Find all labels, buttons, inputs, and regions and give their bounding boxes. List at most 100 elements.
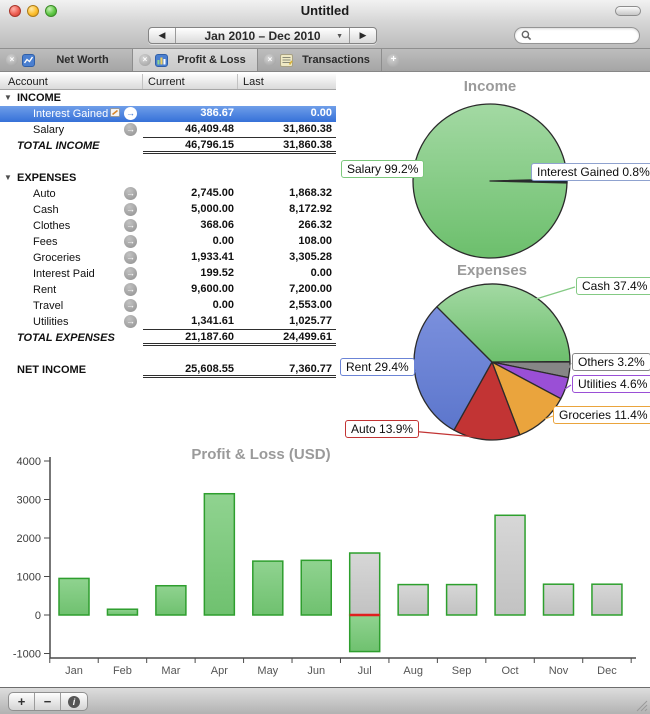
search-field[interactable] (514, 27, 640, 44)
add-account-button[interactable]: + (9, 693, 35, 710)
tab-label: Net Worth (56, 54, 109, 66)
y-tick-label: 0 (35, 610, 41, 622)
next-period-button[interactable]: ▶ (349, 28, 376, 43)
table-row-fees[interactable]: Fees → 0.00 108.00 (0, 234, 336, 250)
close-tab-icon[interactable]: × (139, 54, 151, 66)
tab-net-worth[interactable]: × Net Worth (0, 49, 133, 71)
bar-feb[interactable] (106, 608, 139, 616)
close-window-button[interactable] (9, 5, 21, 17)
bar-sep-projected[interactable] (445, 583, 478, 616)
row-label: Rent (33, 284, 57, 296)
x-tick-label: Mar (161, 665, 180, 677)
table-spacer-row (0, 346, 336, 362)
search-input[interactable] (532, 29, 639, 42)
row-detail-arrow[interactable]: → (124, 219, 137, 232)
window-controls (9, 5, 57, 17)
row-label: TOTAL EXPENSES (17, 332, 115, 344)
disclosure-triangle-icon[interactable]: ▼ (4, 93, 12, 102)
account-name: Rent → (0, 282, 143, 298)
bar-jun[interactable] (300, 559, 332, 616)
tab-profit-and-loss[interactable]: × Profit & Loss (133, 49, 258, 71)
account-actions: + − i (8, 692, 88, 711)
bar-aug-projected[interactable] (397, 583, 429, 616)
x-tick-label: Aug (403, 665, 423, 677)
close-tab-icon[interactable]: × (264, 54, 276, 66)
table-row-utilities[interactable]: Utilities → 1,341.61 1,025.77 (0, 314, 336, 330)
column-header-current[interactable]: Current (143, 74, 238, 89)
row-label: Utilities (33, 316, 69, 328)
close-tab-icon[interactable]: × (6, 54, 18, 66)
report-content: 4000 3000 2000 1000 0 -1000 Jan Feb Mar Apr May Jun… (0, 72, 650, 687)
column-header-account[interactable]: Account (0, 74, 143, 89)
row-detail-arrow[interactable]: → (124, 235, 137, 248)
account-name: Salary → (0, 122, 143, 138)
table-row-travel[interactable]: Travel → 0.00 2,553.00 (0, 298, 336, 314)
bar-oct-projected[interactable] (494, 514, 526, 616)
bar-jul[interactable] (348, 614, 381, 653)
pie-slice-cash[interactable] (436, 283, 571, 363)
disclosure-triangle-icon[interactable]: ▼ (4, 173, 12, 182)
table-row-auto[interactable]: Auto → 2,745.00 1,868.32 (0, 186, 336, 202)
bar-apr[interactable] (203, 492, 236, 616)
last-value: 1,025.77 (238, 314, 336, 330)
zoom-window-button[interactable] (45, 5, 57, 17)
pie-leader-line (544, 415, 554, 420)
resize-grip[interactable] (634, 698, 648, 712)
profit-loss-chart-title: Profit & Loss (USD) (191, 446, 331, 463)
row-detail-arrow[interactable]: → (124, 251, 137, 264)
table-row-cash[interactable]: Cash → 5,000.00 8,172.92 (0, 202, 336, 218)
pie-slice-rent[interactable] (413, 306, 493, 431)
row-label: NET INCOME (17, 364, 87, 376)
table-row-interest-paid[interactable]: Interest Paid → 199.52 0.00 (0, 266, 336, 282)
last-value: 3,305.28 (289, 251, 332, 263)
table-row-salary[interactable]: Salary → 46,409.48 31,860.38 (0, 122, 336, 138)
title-bar: Untitled ◀ Jan 2010 – Dec 2010 ▼ ▶ (0, 0, 650, 48)
prev-period-button[interactable]: ◀ (149, 28, 176, 43)
current-value: 21,187.60 (143, 330, 238, 346)
row-detail-arrow[interactable]: → (124, 267, 137, 280)
toolbar-toggle-button[interactable] (615, 6, 641, 16)
pie-slice-salary[interactable] (412, 103, 568, 259)
row-label: Groceries (33, 252, 81, 264)
minimize-window-button[interactable] (27, 5, 39, 17)
x-tick-label: Nov (549, 665, 569, 677)
row-detail-arrow[interactable]: → (124, 123, 137, 136)
last-value: 7,200.00 (289, 283, 332, 295)
table-row-rent[interactable]: Rent → 9,600.00 7,200.00 (0, 282, 336, 298)
bar-dec-projected[interactable] (591, 583, 623, 616)
account-name: TOTAL INCOME (0, 138, 143, 154)
pie-slice-auto[interactable] (453, 361, 521, 441)
table-row-income: ▼ INCOME (0, 90, 336, 106)
pie-label-groceries: Groceries 11.4% (553, 406, 650, 424)
table-row-clothes[interactable]: Clothes → 368.06 266.32 (0, 218, 336, 234)
tab-transactions[interactable]: × Transactions (258, 49, 382, 71)
info-icon: i (68, 695, 80, 708)
row-detail-arrow[interactable]: → (124, 299, 137, 312)
current-value: 5,000.00 (191, 203, 234, 215)
row-detail-arrow[interactable]: → (124, 107, 137, 120)
bar-mar[interactable] (155, 584, 187, 616)
bar-jul-projected[interactable] (348, 552, 381, 616)
account-name: ▼ INCOME (0, 90, 143, 106)
table-row-groceries[interactable]: Groceries → 1,933.41 3,305.28 (0, 250, 336, 266)
row-detail-arrow[interactable]: → (124, 187, 137, 200)
x-tick-label: Jul (358, 665, 372, 677)
info-button[interactable]: i (61, 693, 87, 710)
column-header-last[interactable]: Last (243, 75, 264, 88)
table-row-interest-gained[interactable]: Interest Gained → 386.67 0.00 (0, 106, 336, 122)
pie-label-others: Others 3.2% (572, 353, 650, 371)
x-tick-label: Jan (65, 665, 83, 677)
bar-may[interactable] (252, 560, 284, 616)
current-value: 46,796.15 (143, 138, 238, 154)
chevron-down-icon: ▼ (336, 33, 343, 40)
pie-leader-line (535, 286, 576, 300)
row-detail-arrow[interactable]: → (124, 283, 137, 296)
date-range-dropdown[interactable]: Jan 2010 – Dec 2010 ▼ (176, 28, 349, 43)
remove-account-button[interactable]: − (35, 693, 61, 710)
row-detail-arrow[interactable]: → (124, 315, 137, 328)
add-tab-button[interactable]: + (382, 49, 405, 71)
bar-jan[interactable] (58, 577, 90, 616)
row-detail-arrow[interactable]: → (124, 203, 137, 216)
current-value: 0.00 (212, 299, 234, 311)
bar-nov-projected[interactable] (542, 583, 575, 616)
